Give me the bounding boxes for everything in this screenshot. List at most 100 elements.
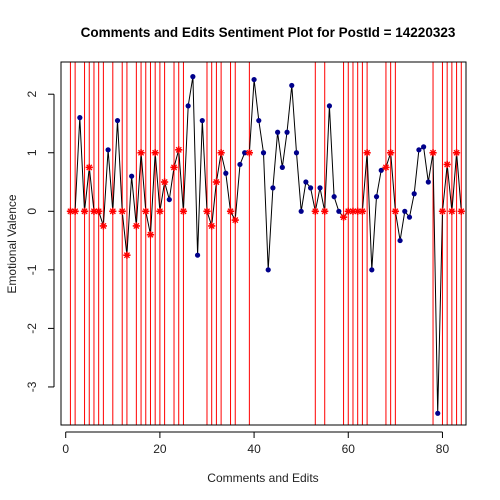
- comment-point: [406, 214, 413, 220]
- edit-point-stroke: [439, 208, 446, 215]
- edit-point-stroke: [123, 252, 130, 259]
- series-points-group: [66, 74, 465, 416]
- edit-point-stroke: [208, 222, 215, 229]
- edit-point: [71, 207, 79, 215]
- edit-point-stroke: [321, 208, 328, 215]
- edit-point-stroke: [387, 149, 394, 156]
- edit-point: [339, 213, 348, 221]
- x-axis-label: Comments and Edits: [207, 471, 318, 485]
- y-tick-label: -3: [25, 381, 39, 392]
- edit-point: [311, 207, 319, 215]
- edit-point: [142, 207, 150, 215]
- edit-point: [80, 207, 89, 215]
- edit-point-stroke: [100, 222, 107, 229]
- edit-point: [175, 146, 183, 154]
- edit-point-stroke: [180, 208, 187, 215]
- edit-point: [85, 163, 93, 171]
- comment-point: [166, 196, 172, 203]
- edit-point-stroke: [444, 161, 451, 168]
- y-tick-label: -1: [25, 264, 39, 275]
- edit-marker-lines: [69, 62, 462, 425]
- edit-point: [208, 222, 216, 230]
- comment-point: [336, 208, 342, 214]
- edit-point: [132, 222, 140, 230]
- x-tick-label: 40: [247, 442, 261, 456]
- comment-point: [307, 185, 314, 191]
- comment-point: [114, 117, 121, 124]
- edit-point: [363, 149, 371, 157]
- edit-point: [457, 207, 465, 215]
- edit-point-stroke: [364, 149, 371, 156]
- edit-point-stroke: [133, 222, 140, 229]
- comment-point: [397, 237, 403, 244]
- edit-point-stroke: [81, 208, 88, 215]
- edit-point: [137, 149, 145, 157]
- comment-point: [317, 185, 323, 191]
- edit-point-stroke: [152, 149, 159, 156]
- comment-point: [435, 410, 441, 416]
- edit-point-stroke: [453, 149, 460, 156]
- series-line-group: [70, 76, 462, 414]
- comment-point: [129, 173, 135, 179]
- x-tick-label: 0: [62, 442, 69, 456]
- x-tick-label: 80: [436, 442, 450, 456]
- comment-point: [190, 74, 196, 80]
- edit-point: [151, 149, 159, 157]
- comment-point: [411, 191, 417, 197]
- edit-point-stroke: [246, 149, 253, 156]
- comment-point: [223, 170, 229, 176]
- edit-point: [212, 178, 221, 186]
- comment-point: [298, 208, 304, 214]
- y-tick-label: 2: [25, 91, 39, 98]
- chart-title: Comments and Edits Sentiment Plot for Po…: [81, 25, 456, 40]
- comment-point: [303, 179, 309, 185]
- comment-point: [194, 252, 201, 258]
- edit-point-stroke: [72, 208, 79, 215]
- edit-point-stroke: [312, 208, 319, 215]
- comment-point: [256, 117, 262, 124]
- comment-point: [251, 76, 257, 83]
- y-tick-label: 0: [25, 208, 39, 215]
- edit-point: [170, 163, 178, 171]
- sentiment-series-line: [70, 76, 462, 414]
- edit-point-stroke: [203, 208, 211, 215]
- edit-point: [443, 160, 451, 169]
- edit-point-stroke: [227, 208, 234, 215]
- edit-point: [452, 149, 461, 157]
- comment-point: [326, 103, 333, 109]
- comment-point: [416, 147, 422, 153]
- comment-point: [77, 115, 83, 121]
- edit-point-stroke: [147, 231, 154, 238]
- comment-point: [199, 117, 205, 124]
- comment-point: [265, 267, 271, 273]
- edit-point-stroke: [429, 149, 437, 156]
- edit-point: [123, 251, 131, 259]
- comment-point: [242, 150, 248, 156]
- edit-point-stroke: [175, 146, 182, 153]
- edit-point-stroke: [354, 208, 361, 215]
- comment-point: [185, 103, 191, 109]
- y-tick-label: 1: [25, 149, 39, 156]
- comment-point: [289, 82, 295, 89]
- edit-point-stroke: [170, 164, 178, 171]
- comment-point: [105, 147, 111, 153]
- edit-point-stroke: [448, 208, 455, 215]
- edit-point: [354, 207, 362, 215]
- comment-point: [425, 179, 431, 185]
- comment-point: [237, 161, 243, 168]
- x-axis: 0 20 40 60 80: [62, 431, 450, 456]
- edit-point: [118, 207, 126, 215]
- comment-point: [284, 129, 290, 135]
- x-tick-label: 20: [153, 442, 167, 456]
- edit-point: [231, 216, 239, 224]
- comment-point: [378, 167, 384, 173]
- comment-point: [331, 194, 337, 200]
- edit-point-stroke: [382, 164, 389, 171]
- edit-point-stroke: [392, 208, 399, 215]
- edit-point: [438, 207, 447, 215]
- edit-point: [179, 207, 188, 215]
- edit-point-stroke: [359, 208, 366, 215]
- edit-point-stroke: [138, 149, 145, 156]
- edit-point: [95, 207, 103, 215]
